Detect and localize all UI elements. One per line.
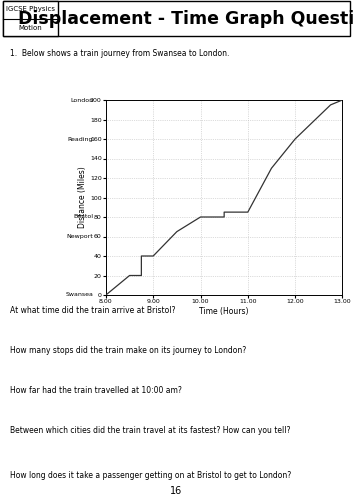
Text: Displacement - Time Graph Questions: Displacement - Time Graph Questions — [18, 10, 353, 28]
Text: IGCSE Physics: IGCSE Physics — [6, 6, 55, 12]
Text: Swansea: Swansea — [65, 292, 93, 298]
Text: At what time did the train arrive at Bristol?: At what time did the train arrive at Bri… — [10, 306, 175, 315]
Bar — [3, 1, 58, 35]
Text: Bristol: Bristol — [73, 214, 93, 220]
X-axis label: Time (Hours): Time (Hours) — [199, 307, 249, 316]
Text: 1.  Below shows a train journey from Swansea to London.: 1. Below shows a train journey from Swan… — [10, 49, 229, 58]
Text: How many stops did the train make on its journey to London?: How many stops did the train make on its… — [10, 346, 246, 355]
Text: Between which cities did the train travel at its fastest? How can you tell?: Between which cities did the train trave… — [10, 426, 291, 435]
Text: London: London — [70, 98, 93, 102]
Text: How long does it take a passenger getting on at Bristol to get to London?: How long does it take a passenger gettin… — [10, 471, 291, 480]
Text: How far had the train travelled at 10:00 am?: How far had the train travelled at 10:00… — [10, 386, 182, 395]
Text: Newport: Newport — [66, 234, 93, 239]
Text: 16: 16 — [170, 486, 183, 496]
Y-axis label: Distance (Miles): Distance (Miles) — [78, 166, 87, 228]
Text: Motion: Motion — [18, 25, 42, 31]
Text: Reading: Reading — [68, 136, 93, 141]
